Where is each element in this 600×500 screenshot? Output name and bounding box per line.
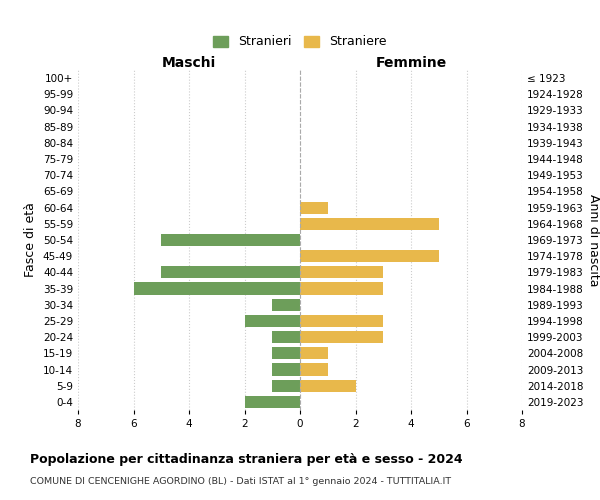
Text: COMUNE DI CENCENIGHE AGORDINO (BL) - Dati ISTAT al 1° gennaio 2024 - TUTTITALIA.: COMUNE DI CENCENIGHE AGORDINO (BL) - Dat… — [30, 478, 451, 486]
Legend: Stranieri, Straniere: Stranieri, Straniere — [213, 36, 387, 49]
Bar — [245, 315, 300, 327]
Bar — [272, 364, 300, 376]
Bar — [161, 266, 300, 278]
Y-axis label: Fasce di età: Fasce di età — [25, 202, 37, 278]
Bar — [300, 380, 355, 392]
Bar — [300, 348, 328, 360]
Bar — [300, 331, 383, 343]
Bar — [272, 348, 300, 360]
Bar — [272, 331, 300, 343]
Bar — [272, 298, 300, 311]
Bar — [300, 282, 383, 294]
Bar — [245, 396, 300, 408]
Bar — [300, 250, 439, 262]
Bar — [300, 202, 328, 213]
Bar — [133, 282, 300, 294]
Text: Maschi: Maschi — [162, 56, 216, 70]
Bar — [300, 218, 439, 230]
Bar — [300, 364, 328, 376]
Bar — [161, 234, 300, 246]
Bar — [272, 380, 300, 392]
Bar — [300, 266, 383, 278]
Text: Femmine: Femmine — [376, 56, 446, 70]
Bar — [300, 315, 383, 327]
Text: Popolazione per cittadinanza straniera per età e sesso - 2024: Popolazione per cittadinanza straniera p… — [30, 452, 463, 466]
Y-axis label: Anni di nascita: Anni di nascita — [587, 194, 600, 286]
